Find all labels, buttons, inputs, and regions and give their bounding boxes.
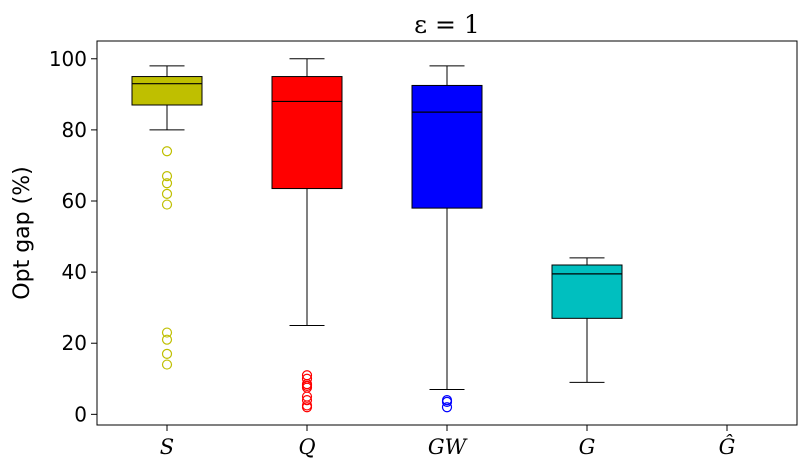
box-iqr — [271, 76, 343, 190]
y-tick-label: 0 — [74, 402, 87, 426]
outlier-point — [441, 396, 453, 407]
y-tick-label: 100 — [49, 47, 87, 71]
x-tick-label: Ĝ — [719, 434, 736, 459]
x-tick-label: Q — [298, 435, 315, 459]
outlier-point — [161, 188, 173, 199]
box-iqr — [551, 264, 623, 319]
y-tick-label: 40 — [62, 260, 87, 284]
outlier-point — [161, 146, 173, 157]
outlier-point — [441, 402, 453, 413]
outlier-point — [161, 348, 173, 359]
outlier-point — [301, 402, 313, 413]
outlier-point — [161, 178, 173, 189]
x-tick-label: GW — [428, 435, 469, 459]
x-tick-label: G — [579, 435, 596, 459]
outlier-point — [161, 327, 173, 338]
chart-title: ε = 1 — [414, 10, 480, 39]
outlier-point — [161, 334, 173, 345]
outlier-point — [161, 359, 173, 370]
box-iqr — [411, 84, 483, 209]
y-tick-label: 20 — [62, 331, 87, 355]
plot-area: 0 20 40 60 80 100 S Q GW G Ĝ — [49, 47, 736, 459]
x-tick-label: S — [160, 435, 174, 459]
plot-frame — [96, 40, 798, 426]
outlier-point — [161, 199, 173, 210]
y-tick-label: 60 — [62, 189, 87, 213]
y-axis-title: Opt gap (%) — [10, 166, 35, 299]
outlier-point — [301, 395, 313, 406]
y-tick-label: 80 — [62, 118, 87, 142]
box-iqr — [131, 76, 203, 106]
outlier-point — [161, 171, 173, 182]
